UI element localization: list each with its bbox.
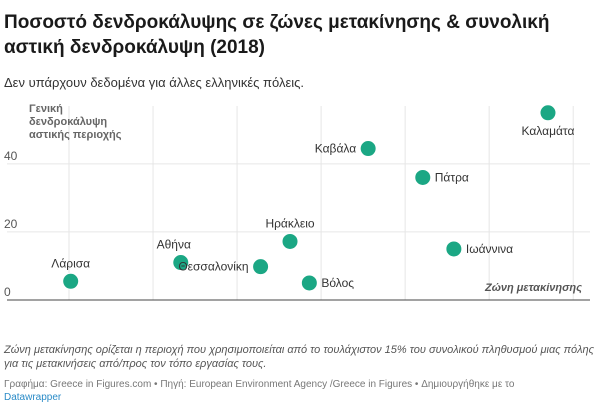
point-label: Ιωάννινα — [466, 242, 513, 256]
datawrapper-link[interactable]: Datawrapper — [4, 392, 62, 403]
scatter-point[interactable] — [414, 168, 432, 186]
grid-layer — [7, 106, 590, 301]
scatter-point[interactable] — [62, 272, 80, 290]
chart-subtitle: Δεν υπάρχουν δεδομένα για άλλες ελληνικέ… — [4, 75, 305, 90]
point-label: Λάρισα — [51, 256, 90, 270]
point-label: Βόλος — [321, 276, 354, 290]
y-tick-label: 40 — [4, 149, 18, 163]
credits-text: Γραφήμα: Greece in Figures.com • Πηγή: E… — [4, 379, 515, 390]
scatter-chart: 1020304050607002040Γενικήδενδροκάλυψηαστ… — [4, 103, 590, 301]
credits-line: Γραφήμα: Greece in Figures.com • Πηγή: E… — [4, 378, 594, 404]
scatter-point[interactable] — [539, 104, 557, 122]
y-axis-label: αστικής περιοχής — [29, 129, 122, 141]
scatter-point[interactable] — [172, 254, 190, 272]
y-axis-label: Γενική — [29, 103, 63, 115]
point-label: Καβάλα — [315, 142, 356, 156]
chart-title: Ποσοστό δενδροκάλυψης σε ζώνες μετακίνησ… — [4, 12, 550, 58]
y-tick-label: 0 — [4, 285, 11, 299]
point-label: Αθήνα — [157, 238, 191, 252]
y-axis-label: δενδροκάλυψη — [29, 116, 107, 128]
scatter-point[interactable] — [359, 140, 377, 158]
definition-note: Ζώνη μετακίνησης ορίζεται η περιοχή που … — [4, 344, 594, 370]
x-axis-label: Ζώνη μετακίνησης — [484, 282, 582, 294]
scatter-point[interactable] — [281, 232, 299, 250]
points-layer: Λάρισα Αθήνα Θεσσαλονίκη Ηράκλειο Βόλος Καβάλ… — [51, 104, 575, 292]
point-label: Ηράκλειο — [265, 216, 314, 230]
scatter-point[interactable] — [252, 258, 270, 276]
point-label: Καλαμάτα — [522, 124, 575, 138]
point-label: Πάτρα — [435, 170, 469, 184]
y-tick-label: 20 — [4, 217, 18, 231]
scatter-point[interactable] — [445, 240, 463, 258]
scatter-point[interactable] — [300, 274, 318, 292]
axis-layer: 1020304050607002040Γενικήδενδροκάλυψηαστ… — [4, 103, 582, 299]
point-label: Θεσσαλονίκη — [178, 260, 248, 274]
